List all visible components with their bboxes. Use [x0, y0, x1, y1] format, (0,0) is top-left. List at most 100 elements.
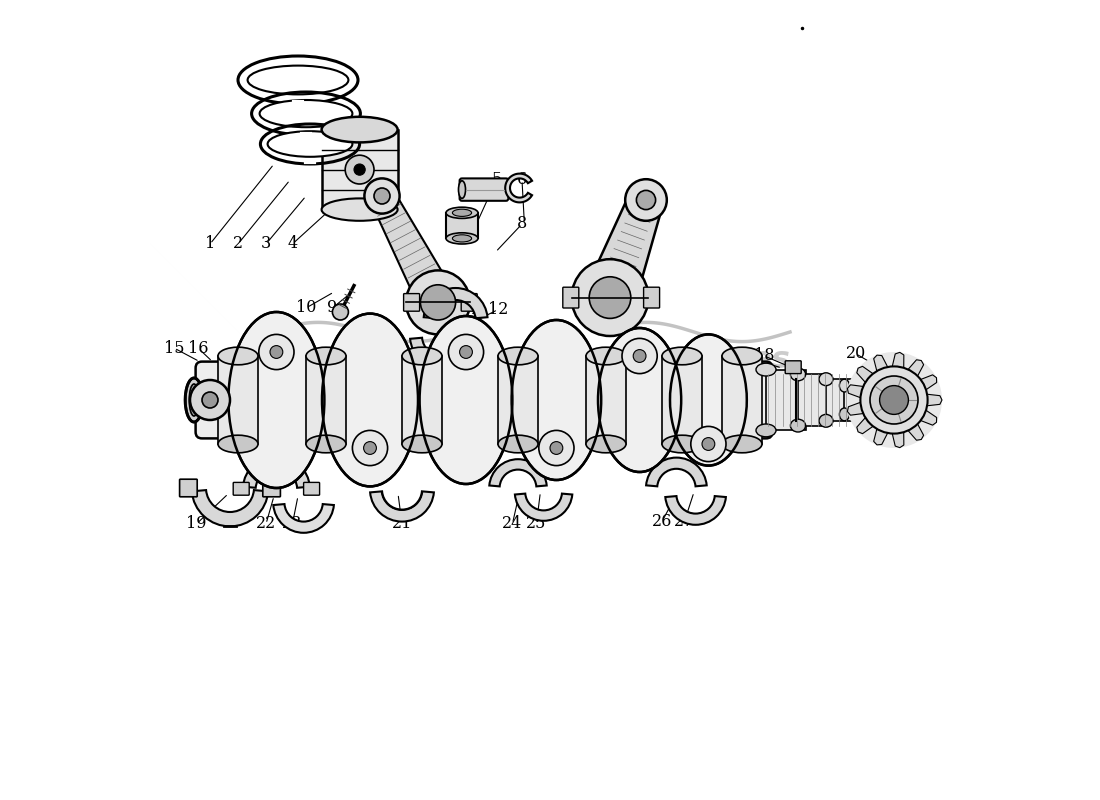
Ellipse shape: [791, 419, 805, 432]
Circle shape: [860, 366, 927, 434]
Bar: [798, 374, 828, 426]
Polygon shape: [371, 190, 455, 311]
Text: 14: 14: [600, 303, 620, 321]
Ellipse shape: [820, 414, 833, 427]
FancyBboxPatch shape: [461, 294, 477, 311]
Text: 27: 27: [674, 513, 694, 530]
FancyBboxPatch shape: [263, 479, 280, 497]
Wedge shape: [515, 494, 572, 521]
Polygon shape: [873, 429, 888, 445]
FancyBboxPatch shape: [785, 361, 801, 374]
Text: 18: 18: [755, 347, 774, 365]
Ellipse shape: [322, 314, 418, 486]
Ellipse shape: [321, 117, 397, 142]
FancyBboxPatch shape: [644, 287, 660, 308]
Text: 12: 12: [461, 301, 482, 318]
Bar: [218, 356, 258, 444]
Ellipse shape: [791, 368, 805, 381]
Circle shape: [190, 380, 230, 420]
Ellipse shape: [586, 347, 626, 365]
Circle shape: [354, 164, 365, 175]
Circle shape: [590, 277, 630, 318]
Wedge shape: [424, 288, 487, 318]
Wedge shape: [243, 456, 310, 488]
Text: 25: 25: [526, 515, 547, 533]
Text: 12: 12: [487, 301, 508, 318]
FancyBboxPatch shape: [460, 178, 508, 201]
Ellipse shape: [267, 131, 352, 157]
Ellipse shape: [839, 379, 849, 392]
Wedge shape: [666, 496, 726, 525]
Circle shape: [364, 178, 399, 214]
Text: 8: 8: [517, 215, 527, 233]
Polygon shape: [927, 394, 942, 406]
Ellipse shape: [229, 312, 324, 488]
Bar: [722, 356, 762, 444]
Circle shape: [374, 188, 390, 204]
Wedge shape: [490, 459, 547, 486]
Text: eurospares: eurospares: [270, 346, 462, 374]
Bar: [766, 370, 806, 430]
Circle shape: [270, 346, 283, 358]
Circle shape: [352, 430, 387, 466]
Text: 20: 20: [846, 345, 866, 362]
Bar: [498, 356, 538, 444]
Circle shape: [702, 438, 715, 450]
Text: eurospares: eurospares: [597, 346, 791, 374]
Ellipse shape: [756, 363, 775, 376]
Circle shape: [345, 155, 374, 184]
Ellipse shape: [662, 347, 702, 365]
Wedge shape: [370, 491, 433, 522]
Bar: [662, 356, 702, 444]
Text: 17: 17: [732, 347, 752, 365]
Circle shape: [332, 304, 349, 320]
Wedge shape: [410, 338, 474, 368]
Circle shape: [460, 346, 472, 358]
Text: 21: 21: [392, 515, 412, 533]
Ellipse shape: [512, 320, 602, 480]
Bar: [845, 386, 865, 414]
Text: 22: 22: [256, 515, 276, 533]
Circle shape: [539, 430, 574, 466]
Ellipse shape: [306, 347, 346, 365]
Circle shape: [406, 270, 470, 334]
Ellipse shape: [839, 408, 849, 421]
Circle shape: [202, 392, 218, 408]
Text: 16: 16: [188, 339, 208, 357]
Ellipse shape: [260, 100, 352, 127]
Text: 24: 24: [503, 515, 522, 533]
Ellipse shape: [446, 233, 478, 244]
Circle shape: [258, 334, 294, 370]
Circle shape: [572, 259, 648, 336]
Polygon shape: [857, 366, 873, 382]
Circle shape: [846, 352, 942, 448]
Text: 1: 1: [205, 235, 216, 253]
Wedge shape: [646, 458, 706, 486]
Ellipse shape: [670, 334, 747, 466]
Text: 9: 9: [328, 299, 338, 317]
Text: 5: 5: [492, 171, 502, 189]
FancyBboxPatch shape: [321, 130, 397, 210]
FancyBboxPatch shape: [304, 482, 320, 495]
Polygon shape: [892, 432, 904, 448]
Text: 4: 4: [287, 235, 297, 253]
Circle shape: [449, 334, 484, 370]
Ellipse shape: [722, 435, 762, 453]
Ellipse shape: [419, 316, 513, 484]
Circle shape: [634, 350, 646, 362]
Ellipse shape: [218, 435, 258, 453]
Polygon shape: [921, 375, 936, 390]
Text: 3: 3: [261, 235, 271, 253]
Circle shape: [550, 442, 563, 454]
Wedge shape: [191, 490, 268, 526]
Wedge shape: [273, 504, 334, 533]
Ellipse shape: [446, 207, 478, 218]
Circle shape: [420, 285, 455, 320]
Text: 10: 10: [296, 299, 316, 317]
Polygon shape: [873, 355, 888, 371]
FancyBboxPatch shape: [196, 362, 772, 438]
FancyBboxPatch shape: [446, 213, 478, 238]
Ellipse shape: [498, 435, 538, 453]
FancyBboxPatch shape: [179, 479, 197, 497]
Ellipse shape: [402, 347, 442, 365]
